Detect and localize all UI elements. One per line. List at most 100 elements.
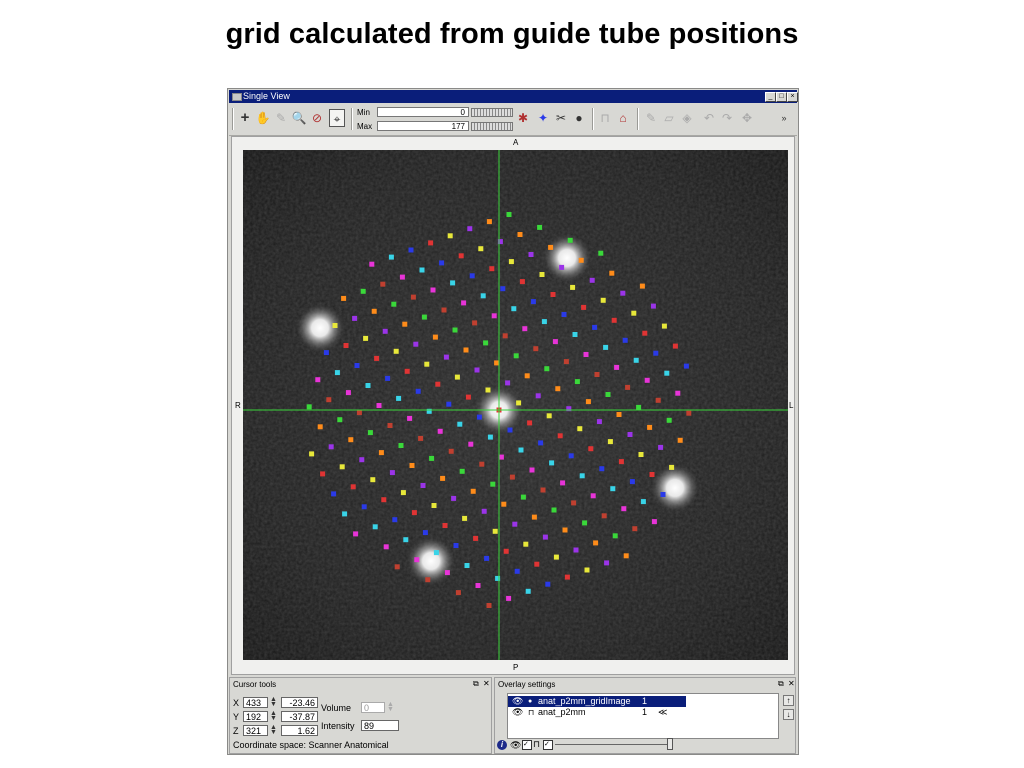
colormap-icon[interactable]: ✱: [517, 111, 529, 125]
sparkle-icon[interactable]: ✦: [537, 111, 549, 125]
x-voxel-field[interactable]: 433: [243, 697, 268, 708]
z-voxel-field[interactable]: 321: [243, 725, 268, 736]
target-icon[interactable]: ⌖: [329, 109, 345, 127]
grid-marker: [359, 457, 365, 463]
fill-bucket-icon[interactable]: ◈: [682, 111, 692, 125]
maximize-button[interactable]: □: [776, 92, 787, 102]
min-slider[interactable]: [471, 108, 513, 117]
y-voxel-field[interactable]: 192: [243, 711, 268, 722]
grid-marker: [581, 304, 587, 310]
grid-marker: [467, 226, 473, 232]
pan-hand-icon[interactable]: ✋: [255, 111, 271, 125]
overlay-row[interactable]: 👁 ● anat_p2mm_gridImage 1: [508, 696, 686, 707]
y-voxel-spinner-icon[interactable]: ▲ ▼: [270, 710, 277, 722]
panel-close-icon[interactable]: ✕: [483, 679, 490, 688]
draw-pencil-icon[interactable]: ✎: [645, 111, 657, 125]
lock-toggle-icon[interactable]: ⊓: [533, 739, 541, 749]
lock-checkbox[interactable]: ✓: [543, 740, 553, 750]
image-canvas[interactable]: [243, 150, 788, 660]
toolbar-separator: [232, 108, 234, 130]
move-up-button[interactable]: ↑: [783, 695, 794, 706]
visibility-eye-icon[interactable]: 👁: [512, 696, 524, 706]
pin-icon[interactable]: ⊓: [600, 111, 610, 125]
grid-marker: [415, 388, 421, 394]
window-titlebar[interactable]: Single View _ □ ×: [229, 90, 798, 103]
grid-marker: [675, 390, 681, 396]
crosshair-tool-icon[interactable]: +: [240, 109, 250, 126]
minimize-button[interactable]: _: [765, 92, 776, 102]
move-down-button[interactable]: ↓: [783, 709, 794, 720]
opacity-slider-thumb[interactable]: [667, 738, 673, 750]
grid-marker: [559, 264, 565, 270]
grid-marker: [393, 348, 399, 354]
min-label: Min: [357, 108, 370, 117]
grid-marker: [458, 253, 464, 259]
undo-icon[interactable]: ↶: [703, 111, 715, 125]
info-icon[interactable]: i: [497, 740, 507, 750]
grid-marker: [317, 424, 323, 430]
bright-spots-layer: [296, 234, 699, 585]
settings-icon[interactable]: ✥: [741, 111, 753, 125]
visible-checkbox[interactable]: ✓: [522, 740, 532, 750]
grid-marker: [548, 244, 554, 250]
volume-spinner-icon[interactable]: ▲ ▼: [387, 701, 394, 713]
grid-marker: [492, 528, 498, 534]
grid-marker: [348, 437, 354, 443]
panel-float-icon[interactable]: ⧉: [473, 679, 479, 688]
grid-marker: [661, 323, 667, 329]
grid-marker: [309, 451, 315, 457]
z-voxel-spinner-icon[interactable]: ▲ ▼: [270, 724, 277, 736]
opacity-slider-track[interactable]: [555, 744, 667, 745]
grid-marker: [500, 286, 506, 292]
overlay-link-icon[interactable]: ≪: [658, 707, 668, 717]
cursor-tools-panel: Cursor tools ⧉ ✕ X 433 ▲ ▼ -23.46 Y 192 ▲…: [229, 677, 492, 754]
max-slider[interactable]: [471, 122, 513, 131]
redo-icon[interactable]: ↷: [721, 111, 733, 125]
pencil-icon[interactable]: ✎: [275, 111, 287, 125]
grid-marker: [571, 500, 577, 506]
slide-title: grid calculated from guide tube position…: [225, 18, 799, 50]
overlay-list: 👁 ● anat_p2mm_gridImage 1 👁 ⊓ anat_p2mm …: [507, 693, 779, 739]
toolbar-separator: [351, 108, 353, 130]
x-voxel-spinner-icon[interactable]: ▲ ▼: [270, 696, 277, 708]
annotate-icon[interactable]: ⌂: [619, 111, 627, 125]
zoom-reset-icon[interactable]: ⊘: [311, 111, 323, 125]
grid-marker: [479, 461, 485, 467]
grid-marker: [660, 492, 666, 497]
blob-icon[interactable]: ●: [575, 111, 583, 125]
z-coord-field[interactable]: 1.62: [281, 725, 318, 736]
eye-toggle-icon[interactable]: 👁: [510, 740, 522, 750]
eraser-icon[interactable]: ▱: [664, 111, 674, 125]
min-field[interactable]: 0: [377, 107, 469, 117]
lock-icon[interactable]: ●: [528, 698, 533, 705]
more-tools-icon[interactable]: »: [781, 113, 787, 123]
grid-marker: [350, 484, 356, 490]
window-title: Single View: [243, 91, 290, 101]
close-button[interactable]: ×: [787, 92, 798, 102]
volume-field[interactable]: 0: [361, 702, 385, 713]
panel-float-icon[interactable]: ⧉: [778, 679, 784, 688]
visibility-eye-icon[interactable]: 👁: [512, 707, 524, 717]
overlay-row[interactable]: 👁 ⊓ anat_p2mm 1 ≪: [508, 707, 686, 718]
grid-marker: [609, 270, 615, 276]
grid-marker: [677, 437, 683, 443]
intensity-field[interactable]: 89: [361, 720, 399, 731]
lock-icon[interactable]: ⊓: [528, 708, 535, 717]
grid-marker: [337, 417, 343, 423]
grid-marker: [367, 430, 373, 436]
grid-marker: [468, 441, 474, 447]
grid-marker: [371, 308, 377, 314]
grid-marker: [484, 555, 490, 561]
panel-close-icon[interactable]: ✕: [788, 679, 795, 688]
grid-marker: [394, 564, 400, 570]
grid-marker: [520, 494, 526, 500]
zoom-icon[interactable]: 🔍: [291, 111, 307, 125]
x-coord-field[interactable]: -23.46: [281, 697, 318, 708]
scissors-icon[interactable]: ✂: [555, 111, 567, 125]
y-coord-field[interactable]: -37.87: [281, 711, 318, 722]
grid-marker: [342, 511, 348, 517]
grid-marker: [610, 486, 616, 492]
grid-marker: [517, 232, 523, 237]
max-field[interactable]: 177: [377, 121, 469, 131]
image-svg[interactable]: [243, 150, 788, 660]
